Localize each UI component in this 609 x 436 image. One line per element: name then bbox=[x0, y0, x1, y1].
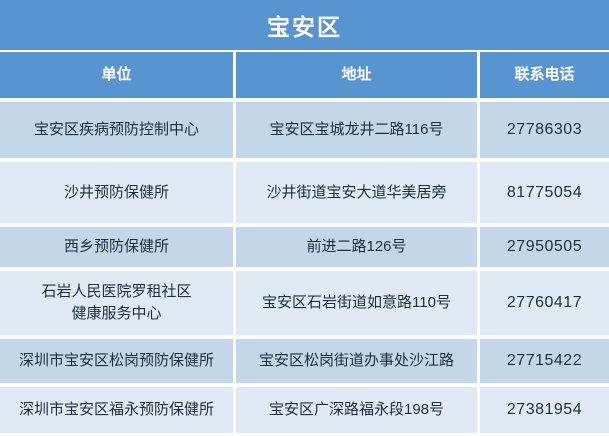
table-title-bar: 宝安区 bbox=[0, 0, 609, 50]
phone-cell: 27715422 bbox=[480, 339, 609, 383]
column-header-address: 地址 bbox=[236, 52, 477, 98]
phone-cell: 27381954 bbox=[480, 387, 609, 433]
table-row: 西乡预防保健所 前进二路126号 27950505 bbox=[0, 227, 609, 267]
address-cell: 宝安区松岗街道办事处沙江路 bbox=[236, 339, 477, 383]
unit-cell: 深圳市宝安区松岗预防保健所 bbox=[0, 339, 233, 383]
unit-cell: 沙井预防保健所 bbox=[0, 162, 233, 223]
column-header-row: 单位 地址 联系电话 bbox=[0, 52, 609, 98]
address-cell: 宝安区石岩街道如意路110号 bbox=[236, 271, 477, 335]
table-row: 沙井预防保健所 沙井街道宝安大道华美居旁 81775054 bbox=[0, 162, 609, 223]
unit-cell: 宝安区疾病预防控制中心 bbox=[0, 102, 233, 158]
table-row: 石岩人民医院罗租社区 健康服务中心 宝安区石岩街道如意路110号 2776041… bbox=[0, 271, 609, 335]
phone-cell: 27786303 bbox=[480, 102, 609, 158]
unit-cell: 深圳市宝安区福永预防保健所 bbox=[0, 387, 233, 433]
column-header-phone: 联系电话 bbox=[480, 52, 609, 98]
phone-cell: 81775054 bbox=[480, 162, 609, 223]
unit-cell: 西乡预防保健所 bbox=[0, 227, 233, 267]
table-row: 深圳市宝安区松岗预防保健所 宝安区松岗街道办事处沙江路 27715422 bbox=[0, 339, 609, 383]
address-cell: 前进二路126号 bbox=[236, 227, 477, 267]
table-title: 宝安区 bbox=[267, 14, 342, 40]
address-cell: 沙井街道宝安大道华美居旁 bbox=[236, 162, 477, 223]
address-cell: 宝安区广深路福永段198号 bbox=[236, 387, 477, 433]
table-row: 深圳市宝安区福永预防保健所 宝安区广深路福永段198号 27381954 bbox=[0, 387, 609, 433]
table-row: 宝安区疾病预防控制中心 宝安区宝城龙井二路116号 27786303 bbox=[0, 102, 609, 158]
address-cell: 宝安区宝城龙井二路116号 bbox=[236, 102, 477, 158]
column-header-unit: 单位 bbox=[0, 52, 233, 98]
phone-cell: 27950505 bbox=[480, 227, 609, 267]
phone-cell: 27760417 bbox=[480, 271, 609, 335]
unit-cell: 石岩人民医院罗租社区 健康服务中心 bbox=[0, 271, 233, 335]
